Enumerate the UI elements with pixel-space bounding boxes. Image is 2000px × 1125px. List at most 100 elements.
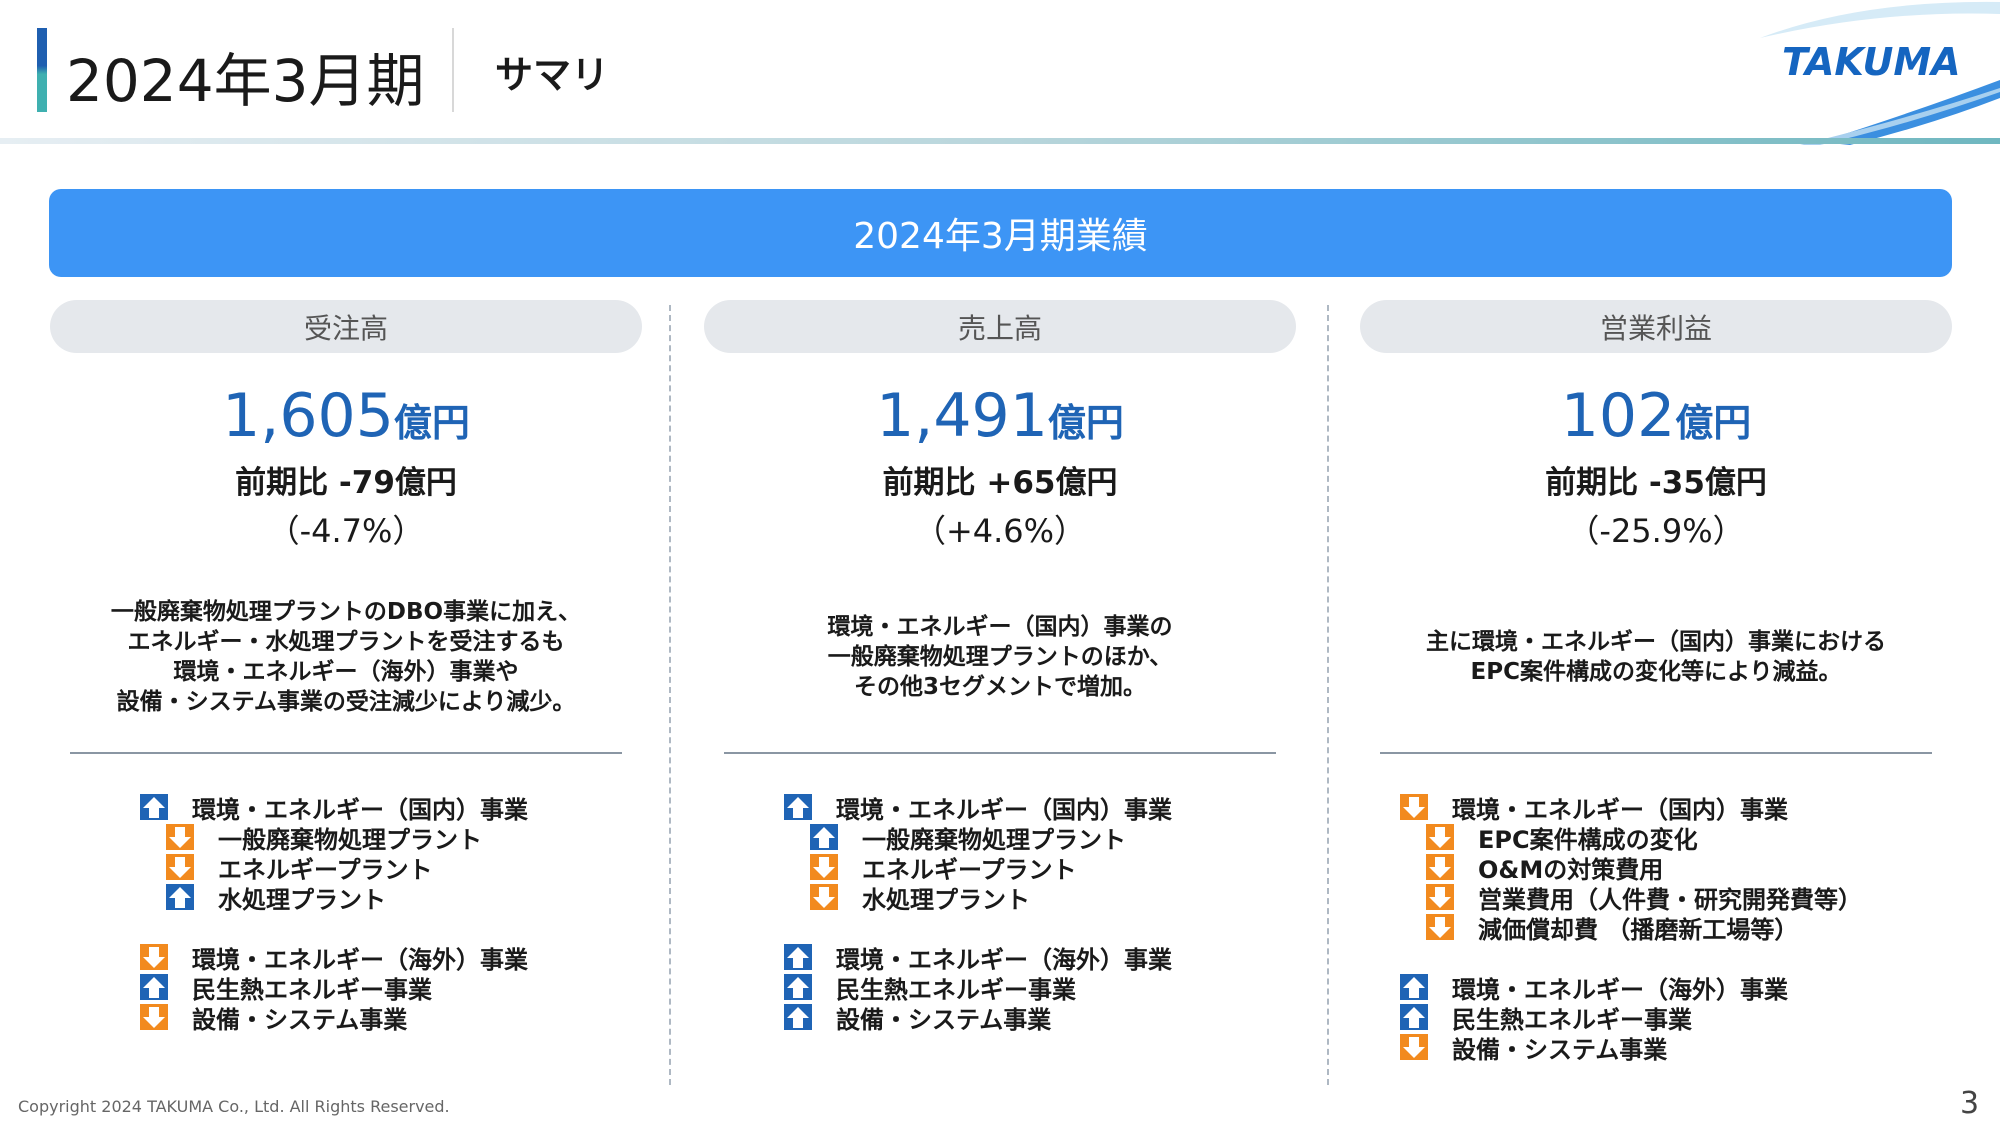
description-line: 一般廃棄物処理プラントのDBO事業に加え、 (110, 599, 582, 625)
description-line: エネルギー・水処理プラントを受注するも (127, 629, 565, 655)
segment-label: 水処理プラント (862, 885, 1030, 914)
metric-description: 主に環境・エネルギー（国内）事業における EPC案件構成の変化等により減益。 (1360, 572, 1952, 742)
column-divider (669, 305, 671, 1085)
segment-item: 環境・エネルギー（国内）事業 (140, 792, 642, 824)
metric-number: 1,491 (876, 381, 1048, 451)
segment-item: EPC案件構成の変化 (1400, 822, 1952, 854)
metric-label: 営業利益 (1599, 311, 1712, 345)
description-line: その他3セグメントで増加。 (853, 674, 1146, 700)
metric-yoy-pct: （+4.6%） (913, 512, 1087, 550)
section-rule (1380, 752, 1932, 754)
copyright-notice: Copyright 2024 TAKUMA Co., Ltd. All Righ… (18, 1097, 450, 1116)
segment-item: 環境・エネルギー（国内）事業 (1400, 792, 1952, 824)
arrow-up-icon (784, 944, 812, 970)
arrow-down-icon (1400, 1034, 1428, 1060)
description-line: EPC案件構成の変化等により減益。 (1470, 659, 1842, 685)
segment-item: O&Mの対策費用 (1400, 852, 1952, 884)
description-line: 主に環境・エネルギー（国内）事業における (1426, 629, 1886, 655)
page-title: 2024年3月期 (66, 47, 425, 115)
segment-group: 環境・エネルギー（国内）事業 EPC案件構成の変化 O&Mの対策費用 営業費用（人件費… (1400, 792, 1952, 944)
segment-item: 一般廃棄物処理プラント (140, 822, 642, 854)
description-line: 環境・エネルギー（国内）事業の (827, 614, 1173, 640)
segment-label: 環境・エネルギー（海外）事業 (1452, 975, 1788, 1004)
metric-value: 1,605億円 (50, 381, 642, 451)
segment-label: 民生熱エネルギー事業 (1452, 1005, 1692, 1034)
segment-item: 設備・システム事業 (1400, 1032, 1952, 1064)
segment-label: エネルギープラント (862, 855, 1077, 884)
segment-item: 環境・エネルギー（海外）事業 (140, 942, 642, 974)
metric-yoy-diff: 前期比 +65億円 (882, 465, 1118, 501)
segment-label: 環境・エネルギー（海外）事業 (192, 945, 528, 974)
segment-label: 設備・システム事業 (192, 1005, 408, 1034)
segment-item: 一般廃棄物処理プラント (784, 822, 1296, 854)
segment-item: 設備・システム事業 (140, 1002, 642, 1034)
takuma-logo: TAKUMA (1782, 40, 1961, 84)
segment-label: 環境・エネルギー（国内）事業 (1452, 795, 1788, 824)
segment-item: 環境・エネルギー（海外）事業 (1400, 972, 1952, 1004)
metric-unit: 億円 (1675, 401, 1752, 445)
arrow-down-icon (1426, 854, 1454, 880)
segment-item: 環境・エネルギー（海外）事業 (784, 942, 1296, 974)
metric-label-pill: 売上高 (704, 300, 1296, 353)
segment-item: 営業費用（人件費・研究開発費等） (1400, 882, 1952, 914)
arrow-down-icon (1426, 914, 1454, 940)
metric-value: 102億円 (1360, 381, 1952, 451)
segment-item: 民生熱エネルギー事業 (784, 972, 1296, 1004)
segment-label: O&Mの対策費用 (1478, 855, 1664, 884)
arrow-up-icon (1400, 1004, 1428, 1030)
arrow-up-icon (166, 884, 194, 910)
metric-label: 受注高 (303, 311, 388, 345)
section-rule (70, 752, 622, 754)
segment-item: エネルギープラント (140, 852, 642, 884)
metric-yoy-pct: （-4.7%） (267, 512, 425, 550)
segment-label: 水処理プラント (218, 885, 386, 914)
section-rule (724, 752, 1276, 754)
metric-description: 一般廃棄物処理プラントのDBO事業に加え、 エネルギー・水処理プラントを受注する… (50, 572, 642, 742)
segment-item: 水処理プラント (140, 882, 642, 914)
banner-title: 2024年3月期業績 (853, 216, 1148, 257)
title-accent-bar (37, 28, 47, 112)
results-banner: 2024年3月期業績 (49, 189, 1952, 277)
header-rule (0, 138, 2000, 144)
arrow-down-icon (166, 824, 194, 850)
arrow-up-icon (140, 974, 168, 1000)
segment-label: 一般廃棄物処理プラント (862, 825, 1126, 854)
segment-group: 環境・エネルギー（国内）事業 一般廃棄物処理プラント エネルギープラント 水処理プラン… (140, 792, 642, 914)
metric-number: 1,605 (222, 381, 394, 451)
segment-label: 環境・エネルギー（海外）事業 (836, 945, 1172, 974)
description-line: 一般廃棄物処理プラントのほか、 (827, 644, 1173, 670)
segment-group: 環境・エネルギー（海外）事業 民生熱エネルギー事業 設備・システム事業 (784, 942, 1296, 1034)
segment-list: 環境・エネルギー（国内）事業 一般廃棄物処理プラント エネルギープラント 水処理プラン… (50, 792, 642, 1034)
metric-number: 102 (1560, 381, 1676, 451)
arrow-up-icon (140, 794, 168, 820)
metric-label-pill: 受注高 (50, 300, 642, 353)
segment-label: 設備・システム事業 (1452, 1035, 1668, 1064)
arrow-up-icon (784, 794, 812, 820)
segment-list: 環境・エネルギー（国内）事業 一般廃棄物処理プラント エネルギープラント 水処理プラン… (704, 792, 1296, 1034)
metric-description: 環境・エネルギー（国内）事業の 一般廃棄物処理プラントのほか、 その他3セグメン… (704, 572, 1296, 742)
segment-label: 民生熱エネルギー事業 (192, 975, 432, 1004)
arrow-up-icon (1400, 974, 1428, 1000)
segment-item: 民生熱エネルギー事業 (140, 972, 642, 1004)
column-orders: 受注高 1,605億円 前期比 -79億円 （-4.7%） 一般廃棄物処理プラン… (50, 300, 642, 1034)
arrow-down-icon (810, 884, 838, 910)
segment-label: EPC案件構成の変化 (1478, 825, 1698, 854)
arrow-down-icon (1400, 794, 1428, 820)
arrow-down-icon (140, 1004, 168, 1030)
page-subtitle: サマリ (495, 53, 610, 97)
segment-item: 減価償却費 （播磨新工場等） (1400, 912, 1952, 944)
segment-item: エネルギープラント (784, 852, 1296, 884)
segment-label: 一般廃棄物処理プラント (218, 825, 482, 854)
arrow-up-icon (784, 1004, 812, 1030)
slide-header: 2024年3月期 サマリ TAKUMA (0, 0, 2000, 150)
segment-group: 環境・エネルギー（海外）事業 民生熱エネルギー事業 設備・システム事業 (1400, 972, 1952, 1064)
description-line: 設備・システム事業の受注減少により減少。 (116, 689, 576, 715)
segment-label: 環境・エネルギー（国内）事業 (836, 795, 1172, 824)
logo-swoosh-icon (1760, 1, 2000, 145)
column-divider (1327, 305, 1329, 1085)
arrow-down-icon (1426, 884, 1454, 910)
segment-label: エネルギープラント (218, 855, 433, 884)
arrow-down-icon (166, 854, 194, 880)
arrow-down-icon (810, 854, 838, 880)
page-number: 3 (1960, 1086, 1980, 1121)
